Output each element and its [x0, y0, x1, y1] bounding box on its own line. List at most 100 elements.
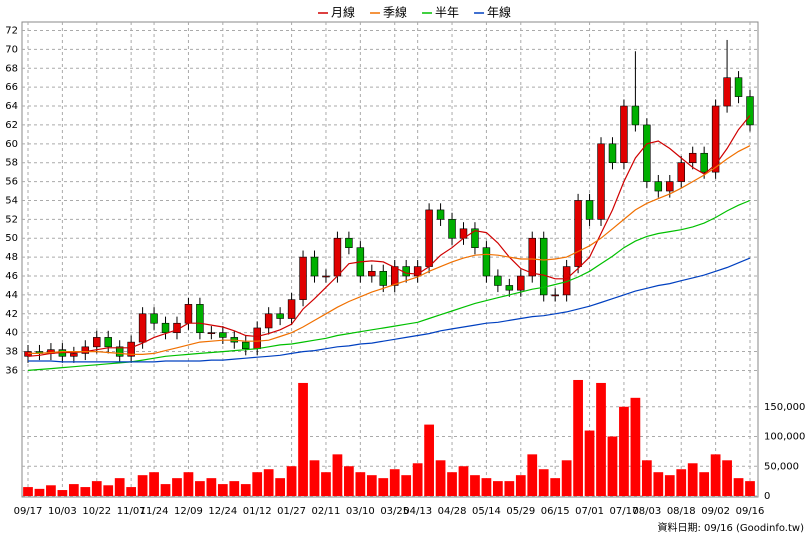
volume-bar [309, 460, 320, 496]
y-tick-label: 42 [5, 309, 18, 320]
y2-tick-label: 100,000 [764, 432, 805, 443]
candle-body [104, 337, 112, 348]
volume-bar [493, 481, 503, 496]
candle-body [138, 313, 147, 343]
x-tick-label: 09/02 [701, 506, 730, 517]
y-tick-label: 46 [5, 271, 18, 282]
candle-body [253, 327, 261, 350]
candle-body [494, 275, 502, 286]
volume-bar [263, 469, 274, 496]
volume-bar [149, 472, 159, 496]
y-tick-label: 72 [5, 25, 18, 36]
volume-bar [664, 475, 675, 496]
volume-bar [217, 484, 228, 496]
candle-body [643, 124, 651, 182]
volume-bar [240, 484, 251, 496]
legend-label: 年線 [487, 5, 511, 20]
volume-bar [412, 463, 423, 496]
volume-bar [298, 382, 308, 496]
x-tick-label: 09/17 [14, 506, 43, 517]
candle-body [711, 105, 720, 173]
volume-bar [114, 478, 125, 496]
y-tick-label: 50 [5, 233, 18, 244]
candle-body [379, 270, 388, 286]
volume-bar [137, 475, 148, 496]
y2-tick-label: 50,000 [764, 461, 799, 472]
x-tick-label: 11/07 [117, 506, 146, 517]
candle-body [276, 313, 284, 319]
candle-body [299, 256, 307, 300]
candle-body [93, 337, 101, 348]
y-tick-label: 58 [5, 158, 18, 169]
candle-body [505, 285, 514, 291]
x-tick-label: 09/16 [736, 506, 765, 517]
volume-bar [91, 481, 102, 496]
x-tick-label: 07/17 [610, 506, 639, 517]
volume-bar [470, 475, 480, 496]
volume-bar [252, 472, 263, 496]
candle-body [207, 332, 216, 334]
candle-body [184, 304, 193, 324]
volume-bar [126, 487, 137, 496]
x-tick-label: 03/25 [380, 506, 409, 517]
plot-frame [21, 21, 759, 498]
x-tick-label: 10/03 [48, 506, 77, 517]
volume-bar [630, 397, 641, 496]
volume-bar [447, 472, 457, 496]
volume-bar [401, 475, 412, 496]
x-tick-label: 05/14 [472, 506, 501, 517]
volume-bar [183, 472, 194, 496]
y-tick-label: 70 [5, 44, 18, 55]
candle-body [528, 237, 536, 277]
x-tick-label: 08/03 [632, 506, 661, 517]
x-tick-label: 07/01 [575, 506, 604, 517]
volume-bar [23, 487, 33, 496]
volume-bar [332, 454, 343, 496]
candle-body [608, 143, 617, 164]
x-tick-label: 11/24 [140, 506, 169, 517]
candle-body [597, 143, 605, 220]
candle-body [196, 304, 204, 333]
volume-bar [275, 478, 285, 496]
volume-bar [687, 463, 698, 496]
candle-body [677, 162, 685, 182]
candle-body [585, 200, 594, 220]
volume-bar [722, 460, 732, 496]
volume-bar [46, 485, 56, 496]
y-tick-label: 62 [5, 120, 18, 131]
x-tick-label: 01/12 [243, 506, 272, 517]
candle-body [688, 152, 697, 164]
candle-body [264, 313, 273, 329]
volume-bar [389, 469, 400, 496]
legend: 月線 季線 半年 年線 [318, 5, 511, 20]
x-tick-label: 12/24 [208, 506, 237, 517]
candle-body [631, 105, 640, 126]
candle-body [242, 341, 250, 350]
legend-label: 月線 [331, 5, 355, 20]
y-tick-label: 56 [5, 177, 18, 188]
y-tick-label: 38 [5, 347, 18, 358]
y2-tick-label: 0 [764, 491, 770, 502]
x-tick-label: 06/15 [541, 506, 570, 517]
y2-tick-label: 150,000 [764, 402, 805, 413]
volume-bar [424, 424, 434, 496]
volume-bar [160, 484, 171, 496]
candle-body [654, 181, 663, 192]
y-tick-label: 44 [5, 290, 18, 301]
ma-line [28, 145, 751, 355]
volume-bar [676, 469, 687, 496]
y-tick-label: 40 [5, 328, 18, 339]
volume-bar [286, 466, 297, 496]
x-tick-label: 05/29 [506, 506, 535, 517]
volume-bar [366, 475, 377, 496]
volume-bar [344, 466, 354, 496]
legend-label: 季線 [383, 5, 407, 20]
volume-bar [733, 478, 744, 496]
candle-body [666, 181, 674, 192]
volume-bar [103, 485, 114, 496]
volume-bar [745, 481, 755, 496]
candle-body [390, 266, 399, 286]
y-tick-label: 36 [5, 365, 18, 376]
ma-line [27, 115, 751, 357]
x-tick-label: 04/13 [403, 506, 432, 517]
